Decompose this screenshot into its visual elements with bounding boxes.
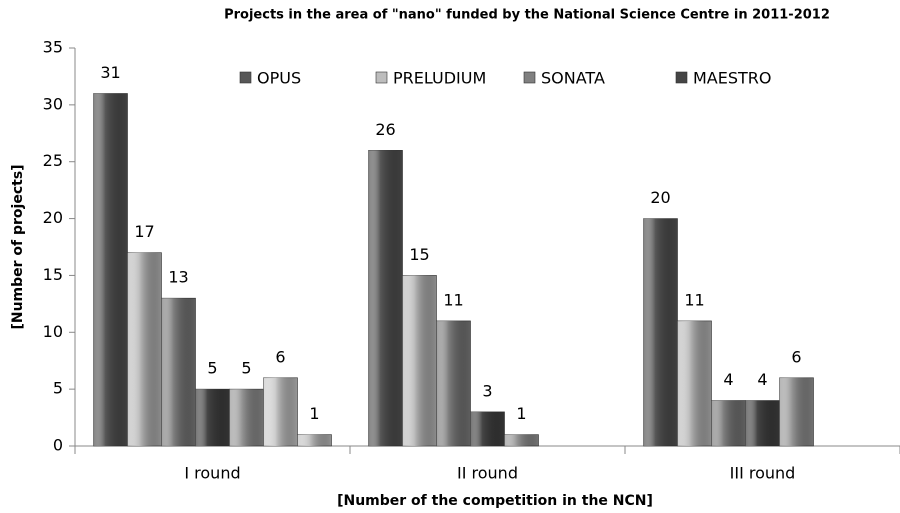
data-label: 13 — [168, 268, 188, 287]
data-label: 6 — [275, 347, 285, 366]
data-label: 11 — [684, 290, 704, 309]
legend-label: OPUS — [257, 69, 301, 88]
data-label: 5 — [207, 359, 217, 378]
legend-label: MAESTRO — [693, 69, 772, 88]
data-label: 15 — [409, 245, 429, 264]
bar-shade — [711, 400, 746, 446]
x-tick-label: II round — [457, 464, 518, 483]
y-tick-label: 25 — [43, 151, 63, 170]
data-label: 31 — [100, 63, 120, 82]
data-label: 20 — [650, 188, 670, 207]
legend-label: SONATA — [541, 69, 605, 88]
y-tick-label: 35 — [43, 38, 63, 57]
y-axis-label: [Number of projects] — [10, 164, 26, 329]
data-label: 1 — [309, 404, 319, 423]
bar-shade — [436, 320, 471, 446]
y-tick-label: 0 — [53, 436, 63, 455]
x-tick-label: III round — [730, 464, 796, 483]
bar-shade — [229, 389, 264, 446]
y-tick-label: 15 — [43, 265, 63, 284]
data-label: 6 — [791, 347, 801, 366]
bar-shade — [127, 252, 162, 446]
y-tick-label: 10 — [43, 322, 63, 341]
bar-shade — [195, 389, 230, 446]
legend-swatch — [675, 71, 688, 84]
y-tick-label: 20 — [43, 208, 63, 227]
bar-shade — [297, 434, 332, 446]
x-tick-label: I round — [184, 464, 240, 483]
bar-shade — [161, 298, 196, 446]
legend-swatch — [375, 71, 388, 84]
legend-swatch — [523, 71, 536, 84]
legend-label: PRELUDIUM — [393, 69, 486, 88]
data-label: 4 — [757, 370, 767, 389]
bar-shade — [93, 93, 128, 446]
x-axis-label: [Number of the competition in the NCN] — [337, 493, 653, 509]
bar-shade — [779, 377, 814, 446]
y-tick-label: 5 — [53, 379, 63, 398]
bar-shade — [470, 411, 505, 446]
data-label: 11 — [443, 290, 463, 309]
bar-shade — [368, 150, 403, 447]
bar-shade — [402, 275, 437, 446]
data-label: 26 — [375, 120, 395, 139]
data-label: 5 — [241, 359, 251, 378]
data-label: 1 — [516, 404, 526, 423]
chart-title: Projects in the area of "nano" funded by… — [224, 8, 830, 23]
data-label: 4 — [723, 370, 733, 389]
bar-shade — [745, 400, 780, 446]
data-label: 17 — [134, 222, 154, 241]
legend-swatch — [239, 71, 252, 84]
bar-shade — [677, 320, 712, 446]
bar-shade — [504, 434, 539, 446]
y-tick-label: 30 — [43, 94, 63, 113]
bar-shade — [263, 377, 298, 446]
bar-shade — [643, 218, 678, 446]
data-label: 3 — [482, 381, 492, 400]
